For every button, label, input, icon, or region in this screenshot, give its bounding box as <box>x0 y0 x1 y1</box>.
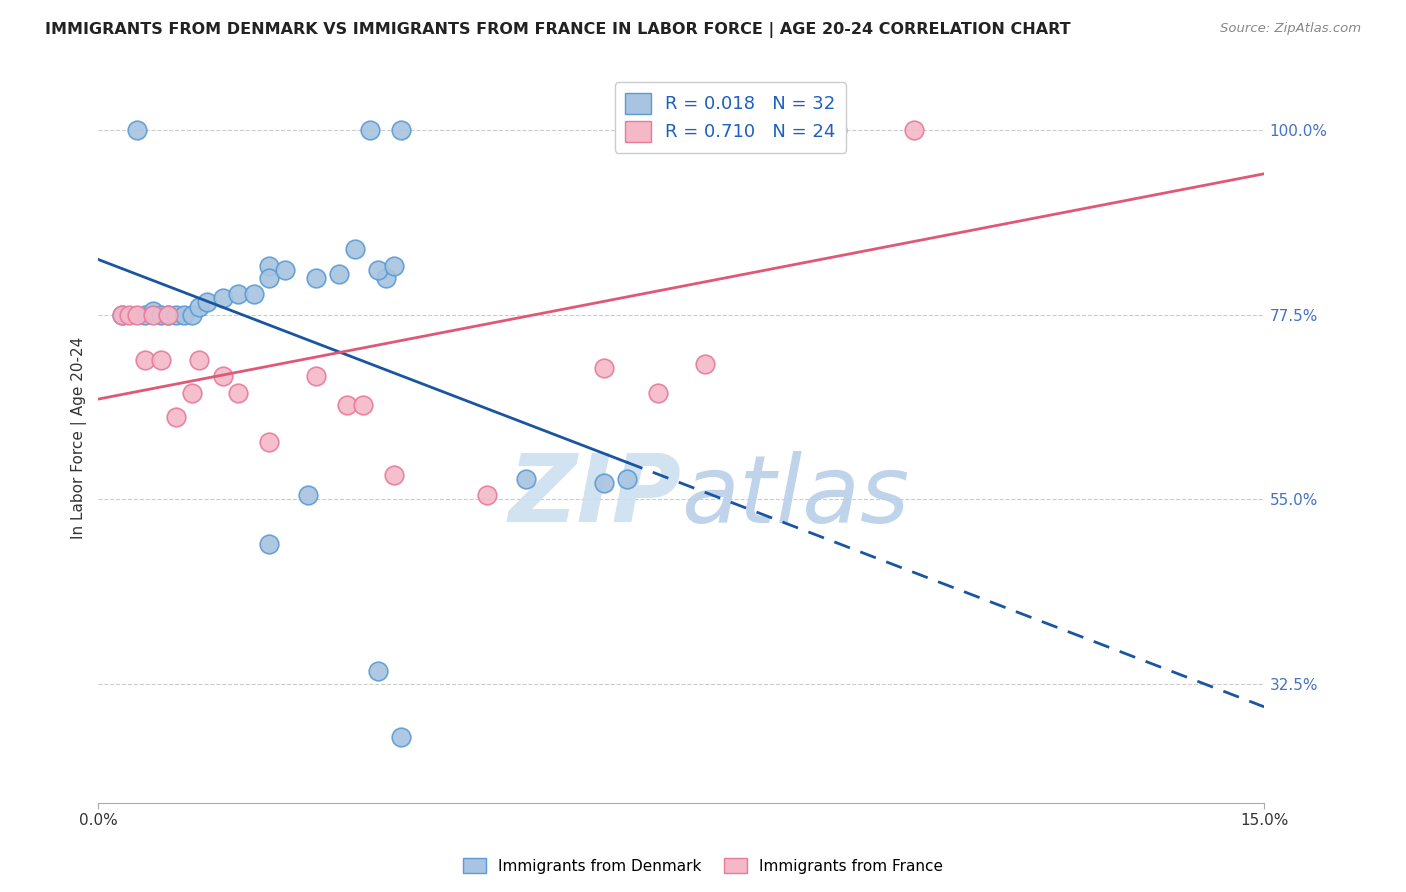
Point <box>328 267 350 281</box>
Point <box>475 488 498 502</box>
Point <box>127 123 149 137</box>
Point <box>274 262 297 277</box>
Point <box>165 410 187 425</box>
Point <box>647 385 669 400</box>
Point <box>243 287 266 301</box>
Point <box>374 271 396 285</box>
Text: ZIP: ZIP <box>509 450 682 542</box>
Point <box>211 292 233 306</box>
Y-axis label: In Labor Force | Age 20-24: In Labor Force | Age 20-24 <box>72 336 87 539</box>
Point <box>382 467 405 482</box>
Point <box>134 308 156 322</box>
Point <box>367 665 389 679</box>
Point <box>592 475 614 490</box>
Text: atlas: atlas <box>682 450 910 541</box>
Point <box>367 262 389 277</box>
Point <box>111 308 134 322</box>
Point <box>134 352 156 367</box>
Point <box>391 123 413 137</box>
Point <box>226 385 249 400</box>
Point <box>305 271 328 285</box>
Point <box>903 123 925 137</box>
Point <box>127 308 149 322</box>
Point <box>149 352 172 367</box>
Point <box>382 259 405 273</box>
Text: IMMIGRANTS FROM DENMARK VS IMMIGRANTS FROM FRANCE IN LABOR FORCE | AGE 20-24 COR: IMMIGRANTS FROM DENMARK VS IMMIGRANTS FR… <box>45 22 1070 38</box>
Point <box>195 295 218 310</box>
Point <box>592 361 614 376</box>
Point <box>616 472 638 486</box>
Point <box>157 308 180 322</box>
Point <box>515 472 537 486</box>
Point <box>180 308 202 322</box>
Legend: Immigrants from Denmark, Immigrants from France: Immigrants from Denmark, Immigrants from… <box>457 852 949 880</box>
Point <box>118 308 141 322</box>
Point <box>391 730 413 744</box>
Point <box>336 398 359 412</box>
Point <box>173 308 195 322</box>
Point <box>359 123 381 137</box>
Point <box>786 123 808 137</box>
Point <box>157 308 180 322</box>
Point <box>188 352 211 367</box>
Point <box>297 488 319 502</box>
Point <box>149 308 172 322</box>
Point <box>142 303 165 318</box>
Point <box>305 369 328 384</box>
Point <box>142 308 165 322</box>
Point <box>111 308 134 322</box>
Point <box>343 242 366 256</box>
Point <box>259 434 281 449</box>
Point <box>259 537 281 551</box>
Text: Source: ZipAtlas.com: Source: ZipAtlas.com <box>1220 22 1361 36</box>
Point <box>259 271 281 285</box>
Point <box>226 287 249 301</box>
Point <box>259 259 281 273</box>
Legend: R = 0.018   N = 32, R = 0.710   N = 24: R = 0.018 N = 32, R = 0.710 N = 24 <box>614 82 846 153</box>
Point <box>180 385 202 400</box>
Point <box>165 308 187 322</box>
Point <box>211 369 233 384</box>
Point <box>693 357 716 371</box>
Point <box>352 398 374 412</box>
Point <box>825 123 848 137</box>
Point <box>188 300 211 314</box>
